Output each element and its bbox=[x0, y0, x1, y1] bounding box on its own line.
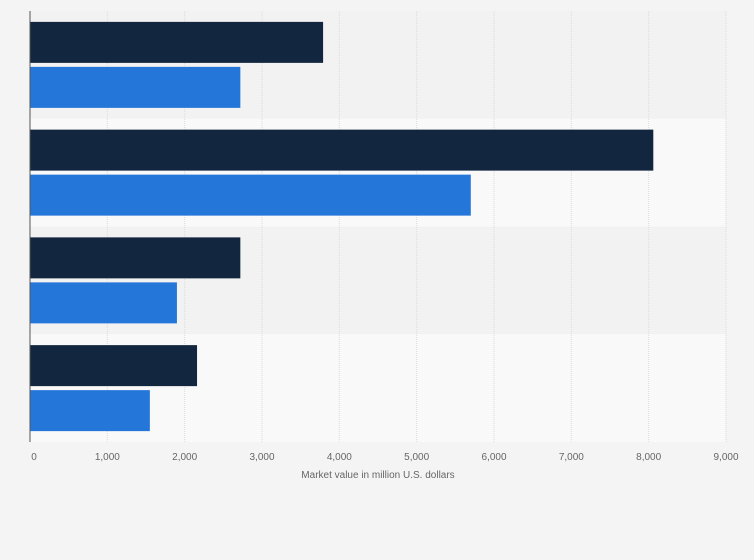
x-tick-label: 9,000 bbox=[713, 452, 738, 463]
bar-series-1[interactable] bbox=[30, 237, 241, 279]
bar-series-1[interactable] bbox=[30, 21, 324, 63]
bar-series-2[interactable] bbox=[30, 174, 471, 216]
x-tick-label: 0 bbox=[31, 452, 37, 463]
bar-series-2[interactable] bbox=[30, 282, 177, 324]
x-tick-label: 1,000 bbox=[95, 452, 120, 463]
x-tick-label: 7,000 bbox=[559, 452, 584, 463]
bar-series-2[interactable] bbox=[30, 66, 241, 108]
bar-series-2[interactable] bbox=[30, 390, 150, 432]
x-tick-label: 5,000 bbox=[404, 452, 429, 463]
x-tick-label: 6,000 bbox=[481, 452, 506, 463]
bars bbox=[30, 21, 654, 432]
x-tick-label: 4,000 bbox=[327, 452, 352, 463]
bar-series-1[interactable] bbox=[30, 345, 198, 387]
bar-series-1[interactable] bbox=[30, 129, 654, 171]
x-axis-title: Market value in million U.S. dollars bbox=[301, 470, 454, 481]
x-tick-label: 8,000 bbox=[636, 452, 661, 463]
x-tick-label: 2,000 bbox=[172, 452, 197, 463]
x-tick-label: 3,000 bbox=[249, 452, 274, 463]
x-axis-ticks: 0 1,000 2,000 3,000 4,000 5,000 6,000 7,000 8,00… bbox=[31, 452, 739, 463]
